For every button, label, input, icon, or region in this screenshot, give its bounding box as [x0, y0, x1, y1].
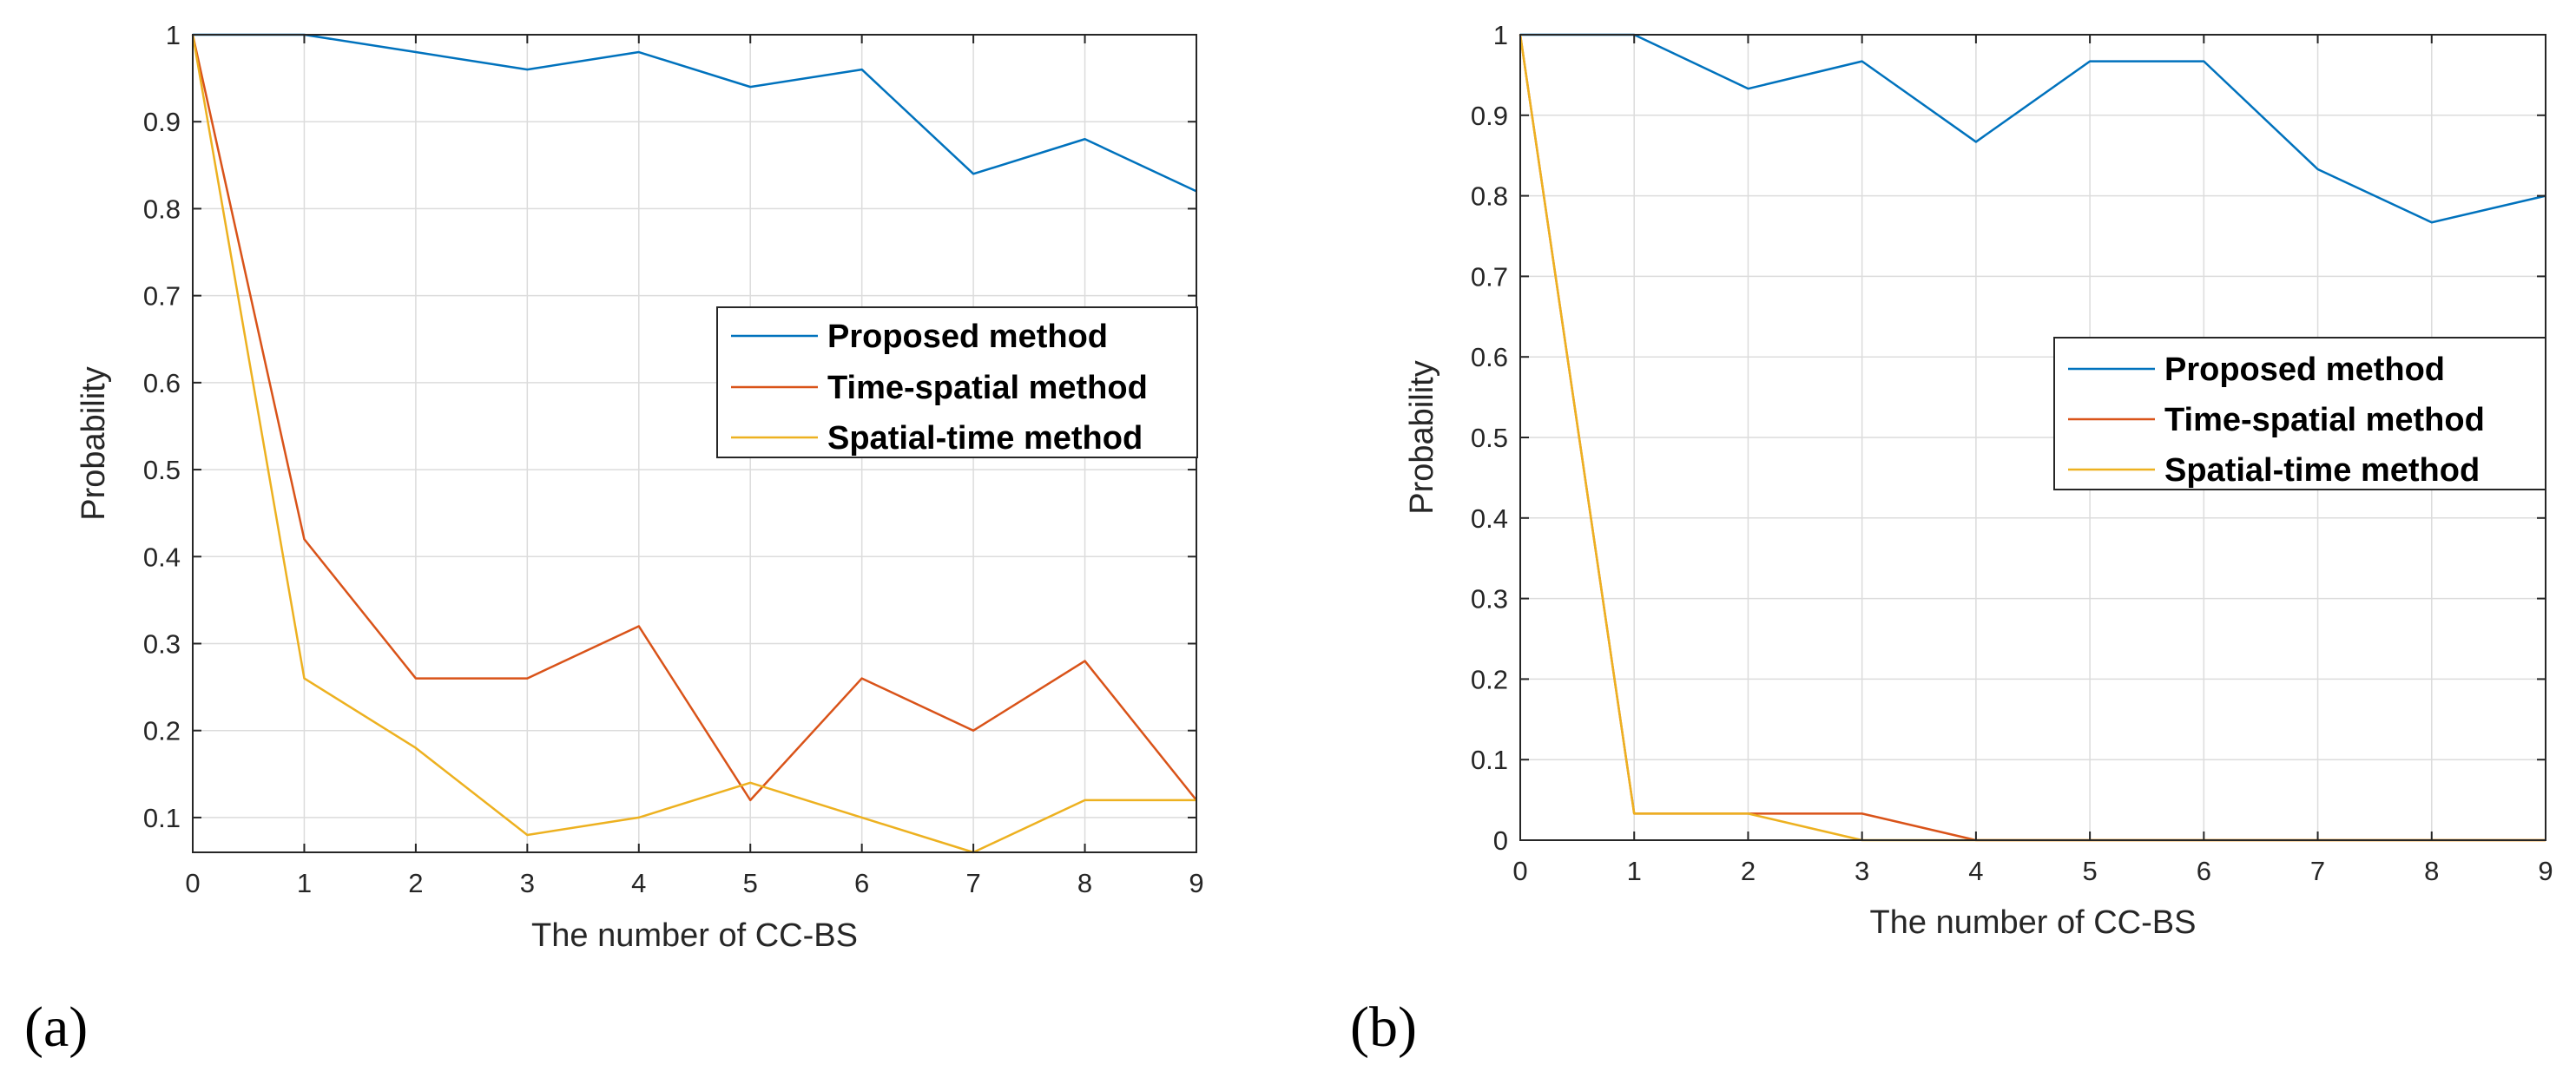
- x-tick-label: 2: [1741, 856, 1756, 886]
- x-tick-label: 3: [520, 868, 535, 898]
- legend: Proposed method Time-spatial method Spat…: [716, 306, 1198, 458]
- series-line-proposed: [1520, 33, 2546, 224]
- y-tick-label: 1: [166, 20, 181, 50]
- y-tick-label: 0.3: [143, 628, 181, 659]
- y-tick-label: 0: [1493, 825, 1508, 856]
- y-tick-label: 0.6: [1471, 342, 1508, 372]
- legend: Proposed method Time-spatial method Spat…: [2053, 337, 2546, 490]
- x-tick-label: 2: [408, 868, 423, 898]
- y-tick-label: 0.3: [1471, 584, 1508, 615]
- y-tick-label: 0.4: [1471, 503, 1508, 534]
- series-line-spatial-time: [191, 34, 1196, 854]
- series-line-proposed: [193, 33, 1197, 193]
- x-tick-label: 8: [2424, 856, 2439, 886]
- y-axis-label: Probability: [76, 366, 112, 520]
- x-tick-label: 0: [185, 868, 200, 898]
- x-tick-label: 7: [2310, 856, 2325, 886]
- legend-label-time-spatial: Time-spatial method: [827, 370, 1148, 406]
- y-tick-label: 0.1: [143, 803, 181, 833]
- y-tick-label: 0.7: [1471, 261, 1508, 292]
- x-tick-label: 1: [1627, 856, 1642, 886]
- y-tick-label: 0.4: [143, 542, 181, 572]
- y-tick-label: 0.2: [143, 716, 181, 746]
- x-tick-label: 4: [1968, 856, 1983, 886]
- panel-label: (b): [1350, 996, 1417, 1059]
- y-tick-label: 0.5: [143, 455, 181, 485]
- x-axis-label: The number of CC-BS: [1870, 904, 2197, 941]
- y-tick-label: 1: [1493, 20, 1508, 50]
- legend-label-time-spatial: Time-spatial method: [2164, 402, 2485, 438]
- x-tick-label: 4: [631, 868, 646, 898]
- x-tick-label: 7: [965, 868, 980, 898]
- chart-panel-a: 0 1 2 3 4 5 6 7 8 9 0.1 0.2 0.3 0.4 0.5 0.6 0.7 0.8 0.9 1 T…: [24, 20, 1204, 1059]
- x-tick-label: 9: [2538, 856, 2553, 886]
- x-tick-label: 3: [1855, 856, 1869, 886]
- y-tick-label: 0.9: [1471, 101, 1508, 131]
- x-tick-label: 0: [1512, 856, 1527, 886]
- x-tick-label: 6: [854, 868, 869, 898]
- y-tick-label: 0.6: [143, 368, 181, 398]
- y-tick-label: 0.2: [1471, 664, 1508, 694]
- legend-label-proposed: Proposed method: [827, 319, 1108, 355]
- panel-label: (a): [24, 996, 88, 1059]
- x-tick-label: 8: [1077, 868, 1092, 898]
- x-tick-label: 1: [297, 868, 312, 898]
- x-axis-label: The number of CC-BS: [531, 917, 858, 954]
- y-tick-label: 0.1: [1471, 745, 1508, 775]
- legend-label-proposed: Proposed method: [2164, 352, 2445, 388]
- y-tick-label: 0.8: [143, 194, 181, 224]
- x-tick-label: 5: [2082, 856, 2097, 886]
- y-tick-label: 0.7: [143, 281, 181, 312]
- series-line-time-spatial: [191, 34, 1197, 802]
- y-tick-label: 0.8: [1471, 181, 1508, 212]
- y-axis-label: Probability: [1404, 360, 1440, 514]
- legend-label-spatial-time: Spatial-time method: [827, 420, 1143, 457]
- x-tick-label: 9: [1189, 868, 1203, 898]
- y-tick-label: 0.5: [1471, 423, 1508, 453]
- x-tick-label: 5: [743, 868, 758, 898]
- legend-label-spatial-time: Spatial-time method: [2164, 452, 2480, 489]
- chart-panel-b: 0 1 2 3 4 5 6 7 8 900.10.20.30.40.50.60.70.80.91 …: [1350, 20, 2553, 1059]
- x-tick-label: 6: [2197, 856, 2211, 886]
- y-tick-label: 0.9: [143, 107, 181, 137]
